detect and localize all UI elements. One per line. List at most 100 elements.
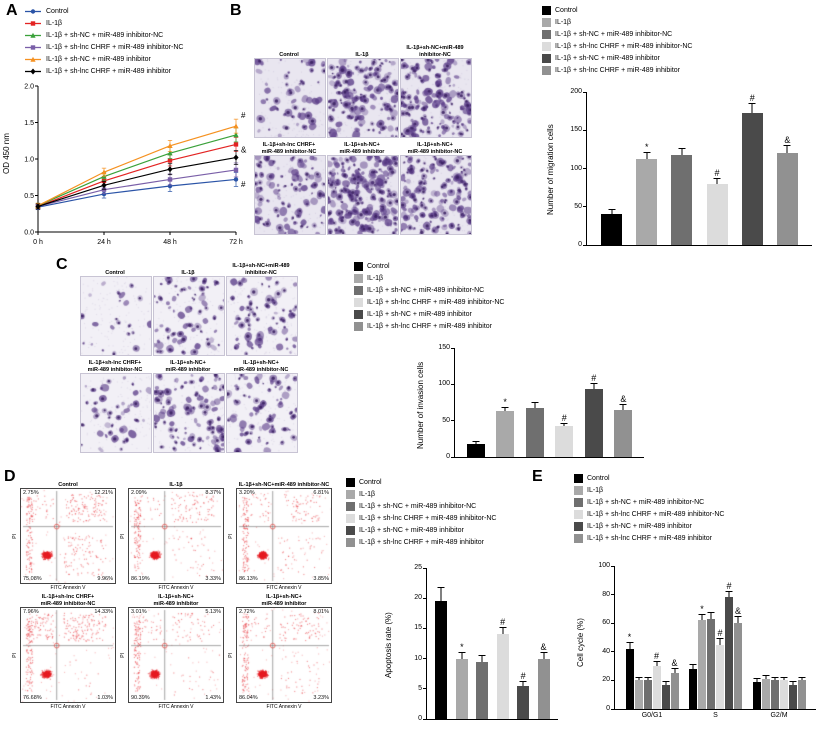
bar-cell: [797, 566, 806, 709]
bar-cell: [466, 348, 485, 457]
legend-label: IL-1β + sh-lnc CHRF + miR-489 inhibitor-…: [587, 511, 725, 518]
error-bar-stem: [440, 587, 442, 602]
flow-plot-row: PI 2.72% 8.01% 86.04% 3.23%: [228, 607, 332, 703]
micrograph-image: [226, 373, 298, 453]
error-bar-cap: [798, 676, 805, 678]
error-bar-stem: [622, 405, 624, 410]
legend-item: IL-1β + sh-NC + miR-489 inhibitor-NC: [346, 502, 496, 511]
legend-label: IL-1β + sh-NC + miR-489 inhibitor-NC: [359, 503, 477, 510]
bar: [725, 597, 733, 709]
y-tick-mark: [611, 622, 615, 624]
quadrant-ul-value: 2.75%: [23, 490, 39, 496]
bar-cell: #: [716, 566, 724, 709]
bar-cell: *: [496, 348, 515, 457]
error-bar-stem: [475, 441, 477, 444]
quadrant-ll-value: 76.68%: [23, 695, 42, 701]
legend-swatch: [354, 298, 363, 307]
legend-label: IL-1β + sh-NC + miR-489 inhibitor: [46, 56, 151, 63]
svg-text:1.5: 1.5: [24, 120, 34, 127]
legend-label: IL-1β + sh-NC + miR-489 inhibitor: [555, 55, 660, 62]
error-bar-stem: [756, 678, 757, 682]
bar-group: * # & G0/G1: [625, 566, 679, 719]
error-bar-stem: [692, 664, 694, 669]
bar: [698, 620, 706, 709]
flow-plot: 7.96% 14.33% 76.68% 1.03%: [20, 607, 116, 703]
legend-item: IL-1β + sh-NC + miR-489 inhibitor-NC: [24, 31, 183, 40]
error-bar-cap: [789, 680, 796, 682]
bar: [670, 673, 679, 709]
quadrant-ur-value: 8.37%: [205, 490, 221, 496]
flow-plot-caption: IL-1β+sh-NC+ miR-489 inhibitor: [261, 594, 307, 607]
error-bar-stem: [786, 145, 788, 154]
svg-text:0.5: 0.5: [24, 193, 34, 200]
flow-x-axis-label: FITC Annexin V: [50, 585, 86, 591]
bar: [770, 680, 779, 709]
y-tick-mark: [611, 594, 615, 596]
bars: * # # &: [427, 568, 558, 719]
legend-label: Control: [555, 7, 578, 14]
legend-line-marker: [25, 68, 41, 75]
legend-item: IL-1β: [354, 274, 504, 283]
bar-cell: #: [652, 566, 661, 709]
micrograph-cell: IL-1β: [327, 44, 399, 138]
significance-marker: #: [717, 627, 723, 638]
flow-x-axis-label: FITC Annexin V: [158, 585, 194, 591]
error-bar-stem: [681, 148, 683, 155]
quadrant-ll-value: 86.04%: [239, 695, 258, 701]
bar-cell: #: [725, 566, 733, 709]
y-tick-mark: [611, 708, 615, 710]
x-category-label: G0/G1: [641, 712, 663, 719]
error-bar-stem: [765, 676, 766, 679]
y-tick-mark: [583, 206, 587, 208]
bar-cell: [779, 566, 788, 709]
quadrant-ur-value: 8.01%: [313, 609, 329, 615]
micrograph-image: [400, 155, 472, 235]
quadrant-lr-value: 3.23%: [313, 695, 329, 701]
y-tick-mark: [423, 658, 427, 660]
legend-line-marker: [25, 32, 41, 38]
significance-marker: #: [500, 617, 506, 628]
error-bar-cap: [644, 676, 651, 678]
legend-item: IL-1β: [24, 19, 183, 28]
bar-cell: &: [670, 566, 679, 709]
error-bar-stem: [593, 383, 595, 390]
bar: [455, 658, 468, 719]
bars: * # # &: [587, 92, 812, 245]
micrograph-cell: IL-1β+sh-NC+miR-489 inhibitor-NC: [400, 44, 472, 138]
flow-plot-cell: IL-1β+sh-NC+miR-489 inhibitor-NC PI 3.20% 6…: [228, 474, 332, 591]
micrograph-caption: Control: [105, 269, 125, 276]
legend-swatch: [354, 262, 363, 271]
legend-swatch: [346, 526, 355, 535]
error-bar-cap: [783, 144, 791, 146]
bar-cell: [788, 566, 797, 709]
svg-text:72 h: 72 h: [229, 239, 243, 246]
proliferation-plot: 0.0 0.5 1.0 1.5 2.0 0 h 24 h 48 h 72 h # & #: [24, 84, 247, 247]
quadrant-ul-value: 2.72%: [239, 609, 255, 615]
flow-plot: 2.75% 12.21% 75.08% 9.96%: [20, 488, 116, 584]
flow-plot-row: PI 3.20% 6.81% 86.13% 3.85%: [228, 488, 332, 584]
bar-cell: *: [636, 92, 658, 245]
bar: [476, 661, 489, 719]
error-bar-cap: [707, 612, 715, 614]
svg-text:#: #: [241, 180, 246, 189]
error-bar-stem: [563, 423, 565, 427]
apoptosis-plot: 0 5 10 15 20 25 * # # &: [414, 564, 558, 722]
legend-swatch: [574, 522, 583, 531]
significance-marker: &: [671, 657, 678, 668]
significance-marker: #: [749, 93, 755, 104]
bar: [706, 183, 728, 245]
quadrant-ul-value: 2.09%: [131, 490, 147, 496]
svg-text:0.0: 0.0: [24, 230, 34, 237]
y-tick-label: 25: [414, 564, 422, 571]
quadrant-lr-value: 1.43%: [205, 695, 221, 701]
micrograph-cell: IL-1β: [153, 262, 225, 356]
bar: [634, 680, 643, 709]
y-tick-label: 200: [570, 88, 582, 95]
y-tick-label: 100: [598, 562, 610, 569]
legend-item: Control: [354, 262, 504, 271]
legend-item: Control: [24, 7, 183, 16]
legend-swatch: [574, 486, 583, 495]
bar: [517, 685, 530, 719]
legend-label: IL-1β + sh-lnc CHRF + miR-489 inhibitor-…: [555, 43, 693, 50]
legend-label: Control: [46, 8, 69, 15]
